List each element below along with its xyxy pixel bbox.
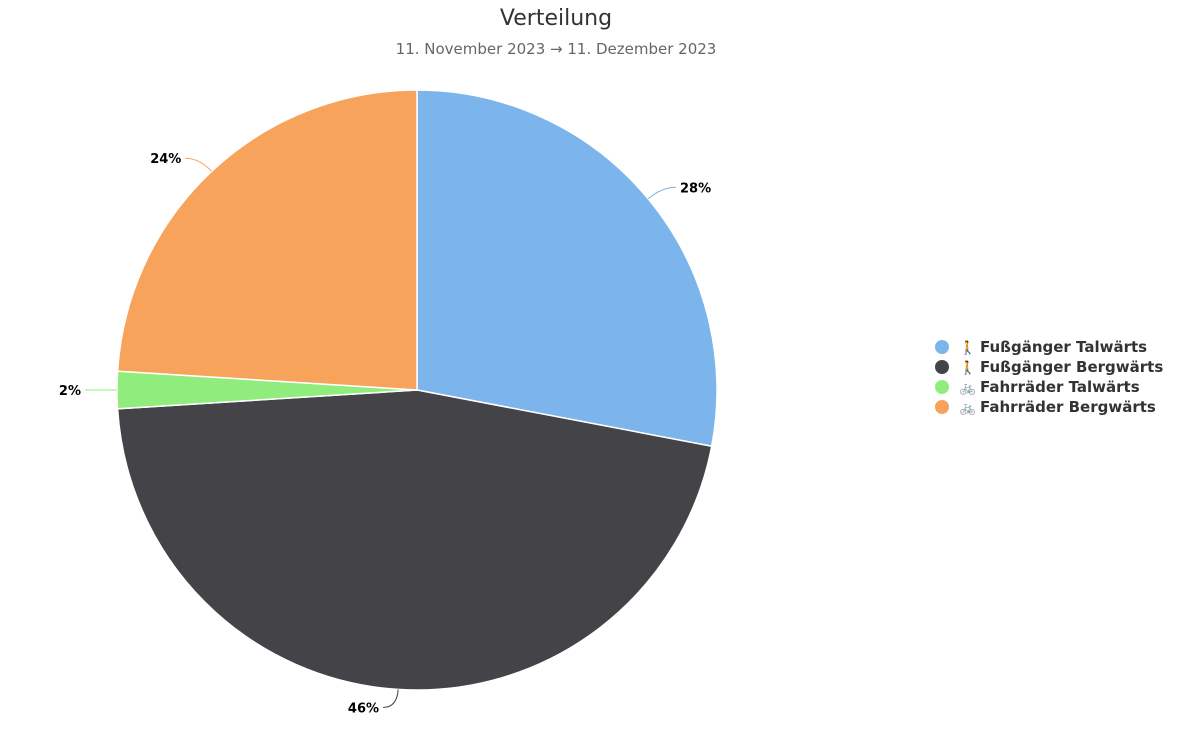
data-label-fussgaenger-talwaerts: 28% (680, 181, 711, 196)
bicycle-icon: 🚲 (960, 401, 976, 416)
legend-item-fussgaenger-talwaerts[interactable]: 🚶 Fußgänger Talwärts (935, 338, 1147, 356)
connector-line-fussgaenger-bergwaerts (383, 689, 399, 708)
legend-label: Fahrräder Talwärts (980, 378, 1140, 396)
data-label-fahrraeder-bergwaerts: 24% (150, 152, 181, 167)
legend-item-fahrraeder-talwaerts[interactable]: 🚲 Fahrräder Talwärts (935, 378, 1140, 396)
legend-label: Fußgänger Bergwärts (980, 358, 1163, 376)
pedestrian-icon: 🚶 (960, 360, 976, 376)
chart-subtitle: 11. November 2023 → 11. Dezember 2023 (396, 40, 717, 58)
chart-title: Verteilung (500, 6, 612, 31)
data-label-fussgaenger-bergwaerts: 46% (348, 701, 379, 716)
bicycle-icon: 🚲 (960, 381, 976, 396)
pie-slice-fussgaenger-bergwaerts[interactable] (116, 389, 713, 691)
legend-marker (935, 400, 949, 414)
pie-slice-fussgaenger-talwaerts[interactable] (416, 89, 718, 448)
legend-marker (935, 340, 949, 354)
legend-item-fahrraeder-bergwaerts[interactable]: 🚲 Fahrräder Bergwärts (935, 398, 1156, 416)
connector-line-fahrraeder-bergwaerts (185, 157, 213, 172)
legend-item-fussgaenger-bergwaerts[interactable]: 🚶 Fußgänger Bergwärts (935, 358, 1163, 376)
legend: 🚶 Fußgänger Talwärts🚶 Fußgänger Bergwärts🚲… (935, 338, 1163, 416)
legend-label: Fahrräder Bergwärts (980, 398, 1156, 416)
data-labels: 28% 46% 2% 24% (59, 152, 711, 716)
data-label-fahrraeder-talwaerts: 2% (59, 384, 81, 399)
legend-label: Fußgänger Talwärts (980, 338, 1147, 356)
connector-line-fussgaenger-talwaerts (647, 186, 677, 200)
pedestrian-icon: 🚶 (960, 340, 976, 356)
legend-marker (935, 360, 949, 374)
pie-slice-fahrraeder-bergwaerts[interactable] (116, 89, 418, 391)
pie-slices (116, 89, 718, 691)
legend-marker (935, 380, 949, 394)
